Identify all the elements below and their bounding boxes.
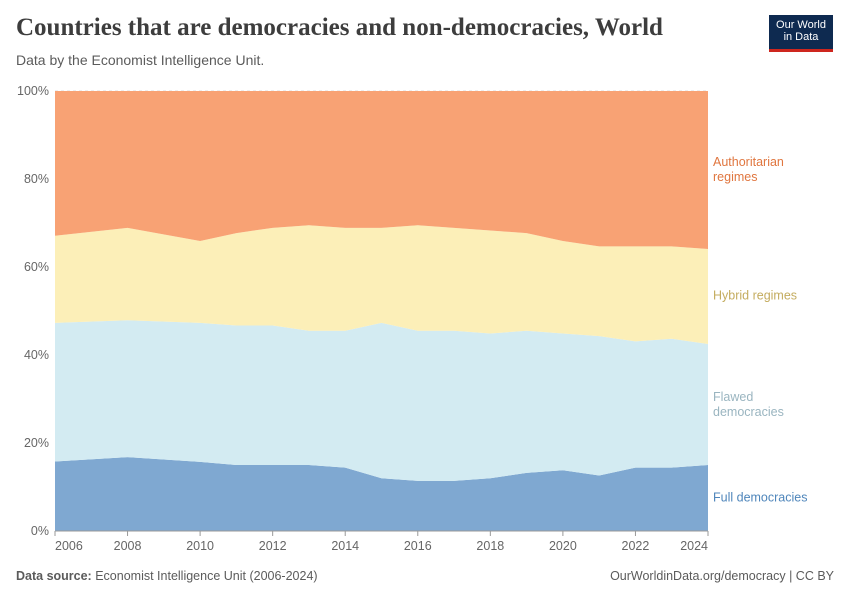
area	[55, 225, 708, 344]
series-label: Hybrid regimes	[713, 288, 798, 303]
y-tick-label: 60%	[24, 260, 49, 274]
series-label: Authoritarian regimes	[713, 154, 784, 184]
y-tick-label: 20%	[24, 436, 49, 450]
x-tick-label: 2022	[622, 539, 650, 553]
x-tick-label: 2024	[680, 539, 708, 553]
x-tick-label: 2006	[55, 539, 83, 553]
y-tick-label: 0%	[31, 524, 49, 538]
x-tick-label: 2018	[476, 539, 504, 553]
source-text: Economist Intelligence Unit (2006-2024)	[95, 569, 318, 583]
credit[interactable]: OurWorldinData.org/democracy | CC BY	[610, 569, 834, 583]
chart-subtitle: Data by the Economist Intelligence Unit.	[16, 52, 265, 68]
logo-line: Our World	[776, 19, 826, 31]
area	[55, 91, 708, 249]
x-tick-label: 2014	[331, 539, 359, 553]
area	[55, 457, 708, 531]
x-tick-label: 2010	[186, 539, 214, 553]
source-label: Data source:	[16, 569, 92, 583]
y-tick-label: 100%	[17, 84, 49, 98]
series-label: Flawed democracies	[713, 389, 784, 419]
x-tick-label: 2016	[404, 539, 432, 553]
source-note: Data source: Economist Intelligence Unit…	[16, 569, 318, 583]
y-tick-label: 80%	[24, 172, 49, 186]
logo[interactable]: Our World in Data	[769, 15, 833, 52]
chart-title: Countries that are democracies and non-d…	[16, 14, 663, 41]
area	[55, 320, 708, 481]
series-label: Full democracies	[713, 490, 808, 505]
x-tick-label: 2012	[259, 539, 287, 553]
x-tick-label: 2020	[549, 539, 577, 553]
y-tick-label: 40%	[24, 348, 49, 362]
logo-line: in Data	[783, 31, 819, 43]
x-tick-label: 2008	[114, 539, 142, 553]
